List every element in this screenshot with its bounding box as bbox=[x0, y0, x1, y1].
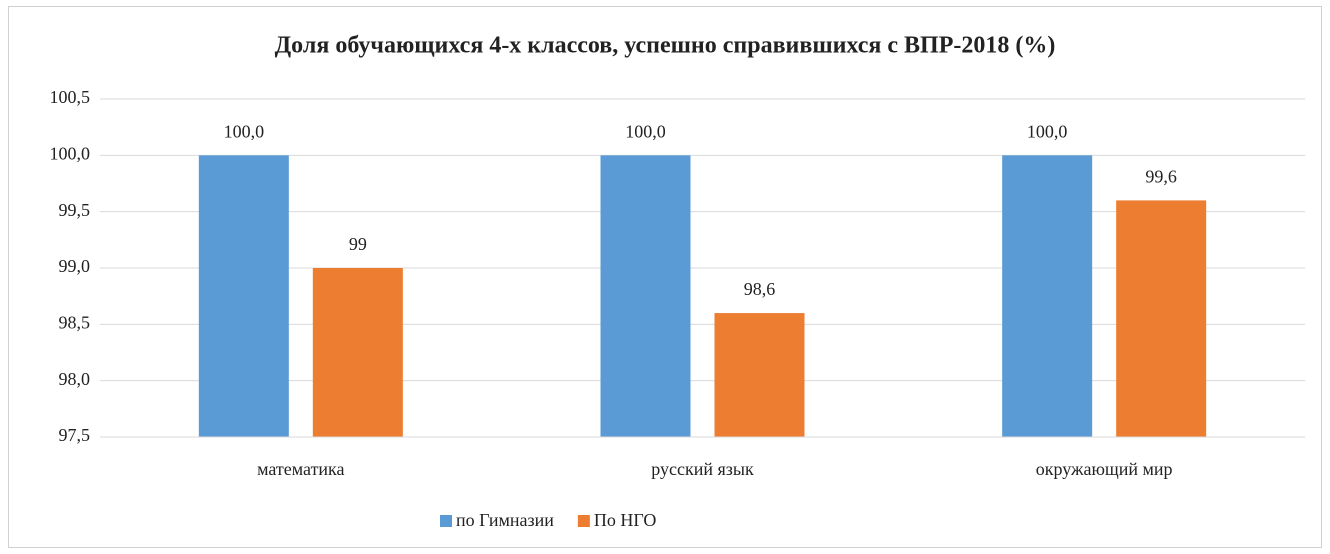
bar bbox=[312, 268, 403, 437]
bar bbox=[198, 155, 289, 438]
bar bbox=[600, 155, 691, 438]
legend-swatch bbox=[440, 515, 452, 527]
value-label: 100,0 bbox=[1027, 121, 1068, 141]
chart-title: Доля обучающихся 4-х классов, успешно сп… bbox=[275, 33, 1056, 59]
value-label: 98,6 bbox=[744, 279, 776, 299]
x-tick-label: окружающий мир bbox=[1036, 459, 1173, 479]
legend-label: по Гимназии bbox=[456, 510, 554, 530]
value-label: 99 bbox=[349, 234, 367, 254]
y-tick-label: 98,0 bbox=[59, 369, 91, 389]
value-label: 100,0 bbox=[224, 121, 265, 141]
x-tick-label: математика bbox=[257, 459, 344, 479]
y-tick-label: 99,5 bbox=[59, 200, 91, 220]
y-tick-label: 98,5 bbox=[59, 312, 91, 332]
value-label: 100,0 bbox=[625, 121, 666, 141]
bar bbox=[1002, 155, 1093, 438]
y-tick-label: 100,5 bbox=[50, 87, 91, 107]
legend-label: По НГО bbox=[594, 510, 656, 530]
y-tick-label: 97,5 bbox=[59, 425, 91, 445]
legend-swatch bbox=[577, 515, 590, 527]
y-tick-label: 100,0 bbox=[50, 143, 91, 163]
x-tick-label: русский язык bbox=[651, 459, 754, 479]
bar bbox=[1116, 200, 1207, 437]
y-tick-label: 99,0 bbox=[59, 256, 91, 276]
bar bbox=[714, 313, 805, 437]
value-label: 99,6 bbox=[1145, 167, 1177, 187]
